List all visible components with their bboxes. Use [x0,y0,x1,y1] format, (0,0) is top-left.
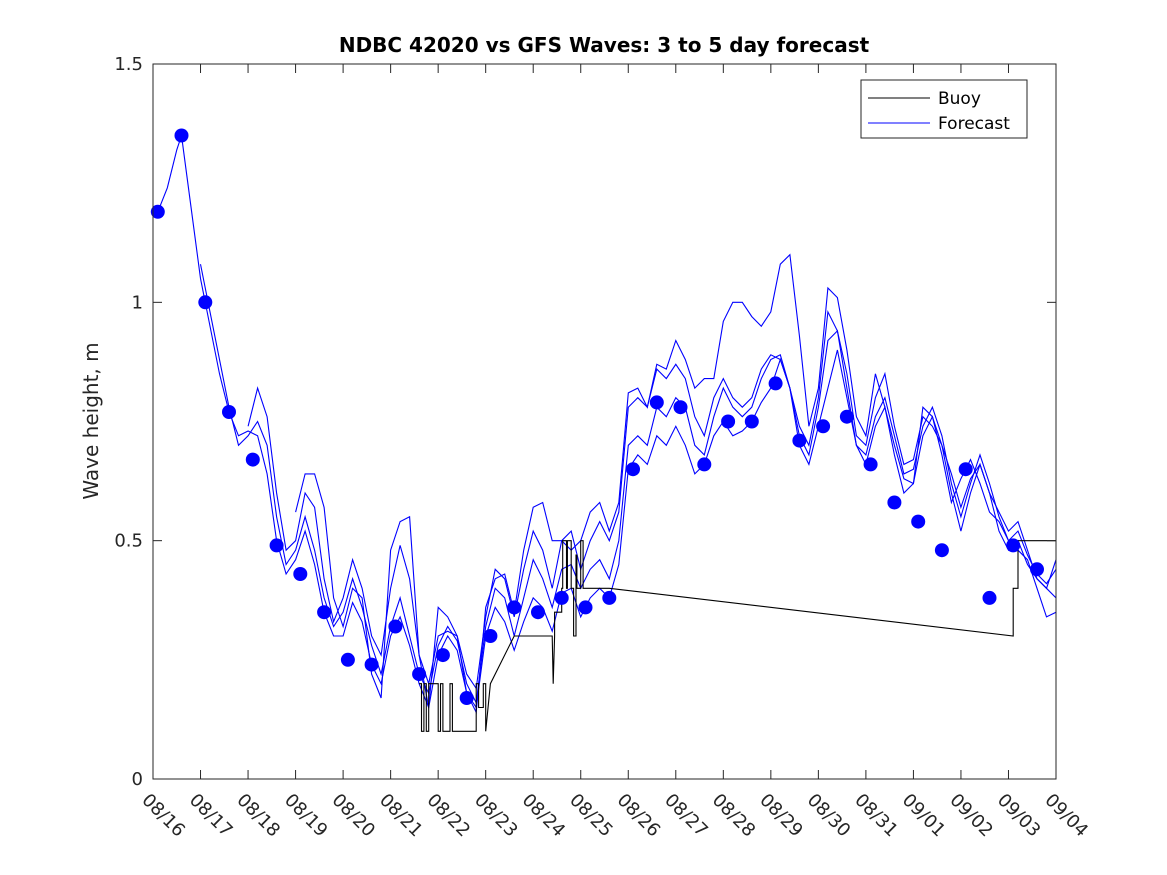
forecast-line-3 [247,309,1057,690]
forecast-point [174,128,189,143]
forecast-point [649,395,664,410]
x-axis-ticks: 08/1608/1708/1808/1908/2008/2108/2208/23… [137,64,1092,841]
forecast-point [531,605,545,620]
x-tick-label: 08/23 [470,790,522,842]
buoy-line [419,540,1056,732]
axes [152,63,1057,780]
y-tick-label: 0.5 [114,531,143,552]
forecast-point [887,495,902,510]
forecast-point [911,514,926,529]
x-tick-label: 08/27 [660,790,712,842]
y-tick-label: 1.5 [114,54,143,75]
y-axis-label: Wave height, m [79,342,103,499]
forecast-point [958,462,973,477]
legend-label-buoy: Buoy [938,89,981,109]
x-tick-label: 08/26 [613,790,665,842]
legend: Buoy Forecast [860,79,1028,139]
forecast-point [1030,562,1044,577]
forecast-point [792,433,807,448]
forecast-point [459,691,474,705]
forecast-point [198,295,213,310]
forecast-point [317,605,332,620]
forecast-point [744,414,759,429]
x-tick-label: 08/30 [803,790,855,842]
forecast-point [1006,538,1021,553]
forecast-point [626,462,640,477]
x-tick-label: 09/01 [898,790,950,842]
x-tick-label: 08/21 [375,790,427,842]
x-tick-label: 09/04 [1040,790,1092,842]
forecast-point [364,657,379,672]
x-tick-label: 08/25 [565,790,617,842]
forecast-point [150,204,165,219]
forecast-point [340,652,355,667]
forecast-point [578,600,593,615]
forecast-point [934,543,949,558]
forecast-line-2 [199,264,1057,705]
forecast-point [245,452,260,467]
forecast-point [697,457,712,472]
x-tick-label: 09/02 [945,790,997,842]
series-layer [157,135,1057,732]
forecast-point [863,457,878,472]
forecast-line-4 [295,253,1057,715]
x-tick-label: 08/22 [423,790,475,842]
x-tick-label: 09/03 [993,790,1045,842]
y-axis-ticks: 0 0.5 1 1.5 [114,54,1056,790]
x-tick-label: 08/19 [280,790,332,842]
forecast-point [222,405,236,419]
chart-title: NDBC 42020 vs GFS Waves: 3 to 5 day fore… [339,33,870,57]
legend-label-forecast: Forecast [938,114,1010,134]
forecast-point [483,629,498,643]
forecast-point [388,619,403,634]
forecast-point [839,409,854,424]
forecast-point [721,414,736,429]
forecast-point [768,376,783,391]
legend-box [860,79,1028,139]
x-tick-label: 08/16 [137,790,189,842]
x-tick-label: 08/20 [328,790,380,842]
forecast-point [507,600,522,615]
y-tick-label: 1 [132,292,143,313]
x-tick-label: 08/24 [518,790,570,842]
x-tick-label: 08/31 [850,790,902,842]
x-tick-label: 08/29 [755,790,807,842]
forecast-points-layer [150,128,1044,705]
x-tick-label: 08/18 [233,790,285,842]
forecast-point [602,590,617,605]
forecast-point [269,538,284,553]
forecast-point [412,667,427,682]
y-tick-label: 0 [132,769,143,790]
axes-box [152,63,1057,780]
forecast-point [293,567,308,581]
forecast-point [435,648,450,663]
x-tick-label: 08/28 [708,790,760,842]
forecast-point [816,419,831,434]
forecast-point [554,590,569,605]
forecast-point [673,400,688,415]
x-tick-label: 08/17 [185,790,237,842]
forecast-point [982,590,997,605]
